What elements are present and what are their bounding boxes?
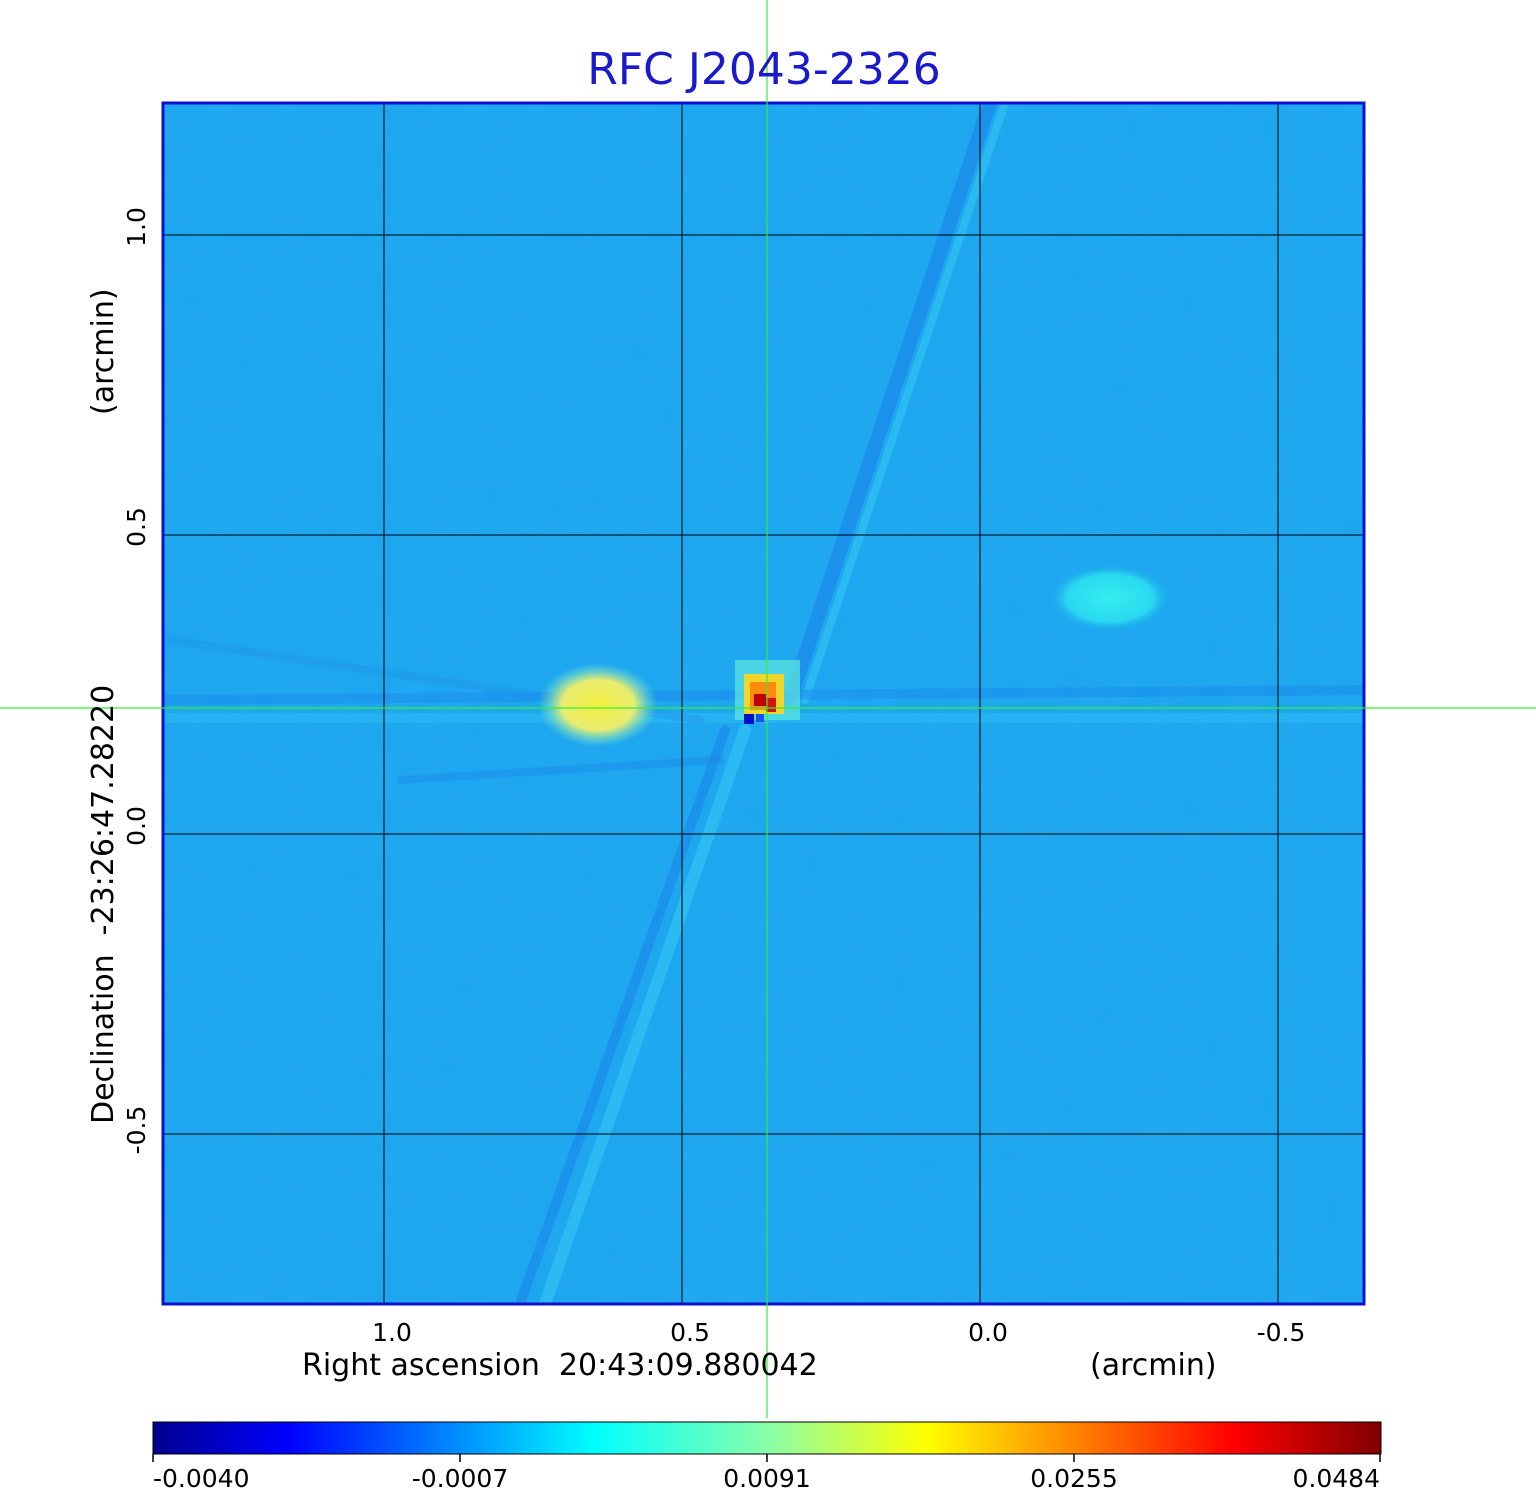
y-tick-label: 0.5 (122, 507, 151, 547)
plot-frame (161, 101, 1366, 1306)
x-tick-label: -0.5 (1257, 1318, 1306, 1347)
x-tick-label: 0.0 (968, 1318, 1008, 1347)
x-axis-label: Right ascension 20:43:09.880042 (302, 1348, 818, 1383)
yellow-component (538, 663, 658, 747)
y-tick-label: -0.5 (122, 1106, 151, 1155)
x-axis-unit: (arcmin) (1090, 1348, 1217, 1383)
colorbar-tick-label: 0.0091 (723, 1464, 810, 1493)
y-tick-label: 0.0 (122, 806, 151, 846)
plot-title: RFC J2043-2326 (587, 44, 940, 95)
colorbar-tick-label: 0.0484 (1293, 1464, 1380, 1493)
colorbar-tick-label: -0.0007 (412, 1464, 509, 1493)
x-tick-label: 0.5 (670, 1318, 710, 1347)
cyan-component (1048, 564, 1172, 632)
y-axis-unit: (arcmin) (86, 288, 121, 415)
x-tick-label: 1.0 (372, 1318, 412, 1347)
coordinate-grid (163, 103, 1364, 1304)
y-axis-label: Declination -23:26:47.28220 (86, 685, 121, 1124)
colorbar-gradient (152, 1421, 1382, 1455)
image-field (163, 103, 1364, 1304)
colorbar-tick-label: -0.0040 (153, 1464, 250, 1493)
y-tick-labels: 1.0 0.5 0.0 -0.5 (122, 207, 151, 1154)
y-tick-label: 1.0 (122, 207, 151, 247)
crosshair (0, 0, 1536, 1418)
x-tick-labels: 1.0 0.5 0.0 -0.5 (372, 1318, 1305, 1347)
colorbar: -0.0040 -0.0007 0.0091 0.0255 0.0484 (152, 1421, 1382, 1493)
colorbar-tick-label: 0.0255 (1030, 1464, 1117, 1493)
